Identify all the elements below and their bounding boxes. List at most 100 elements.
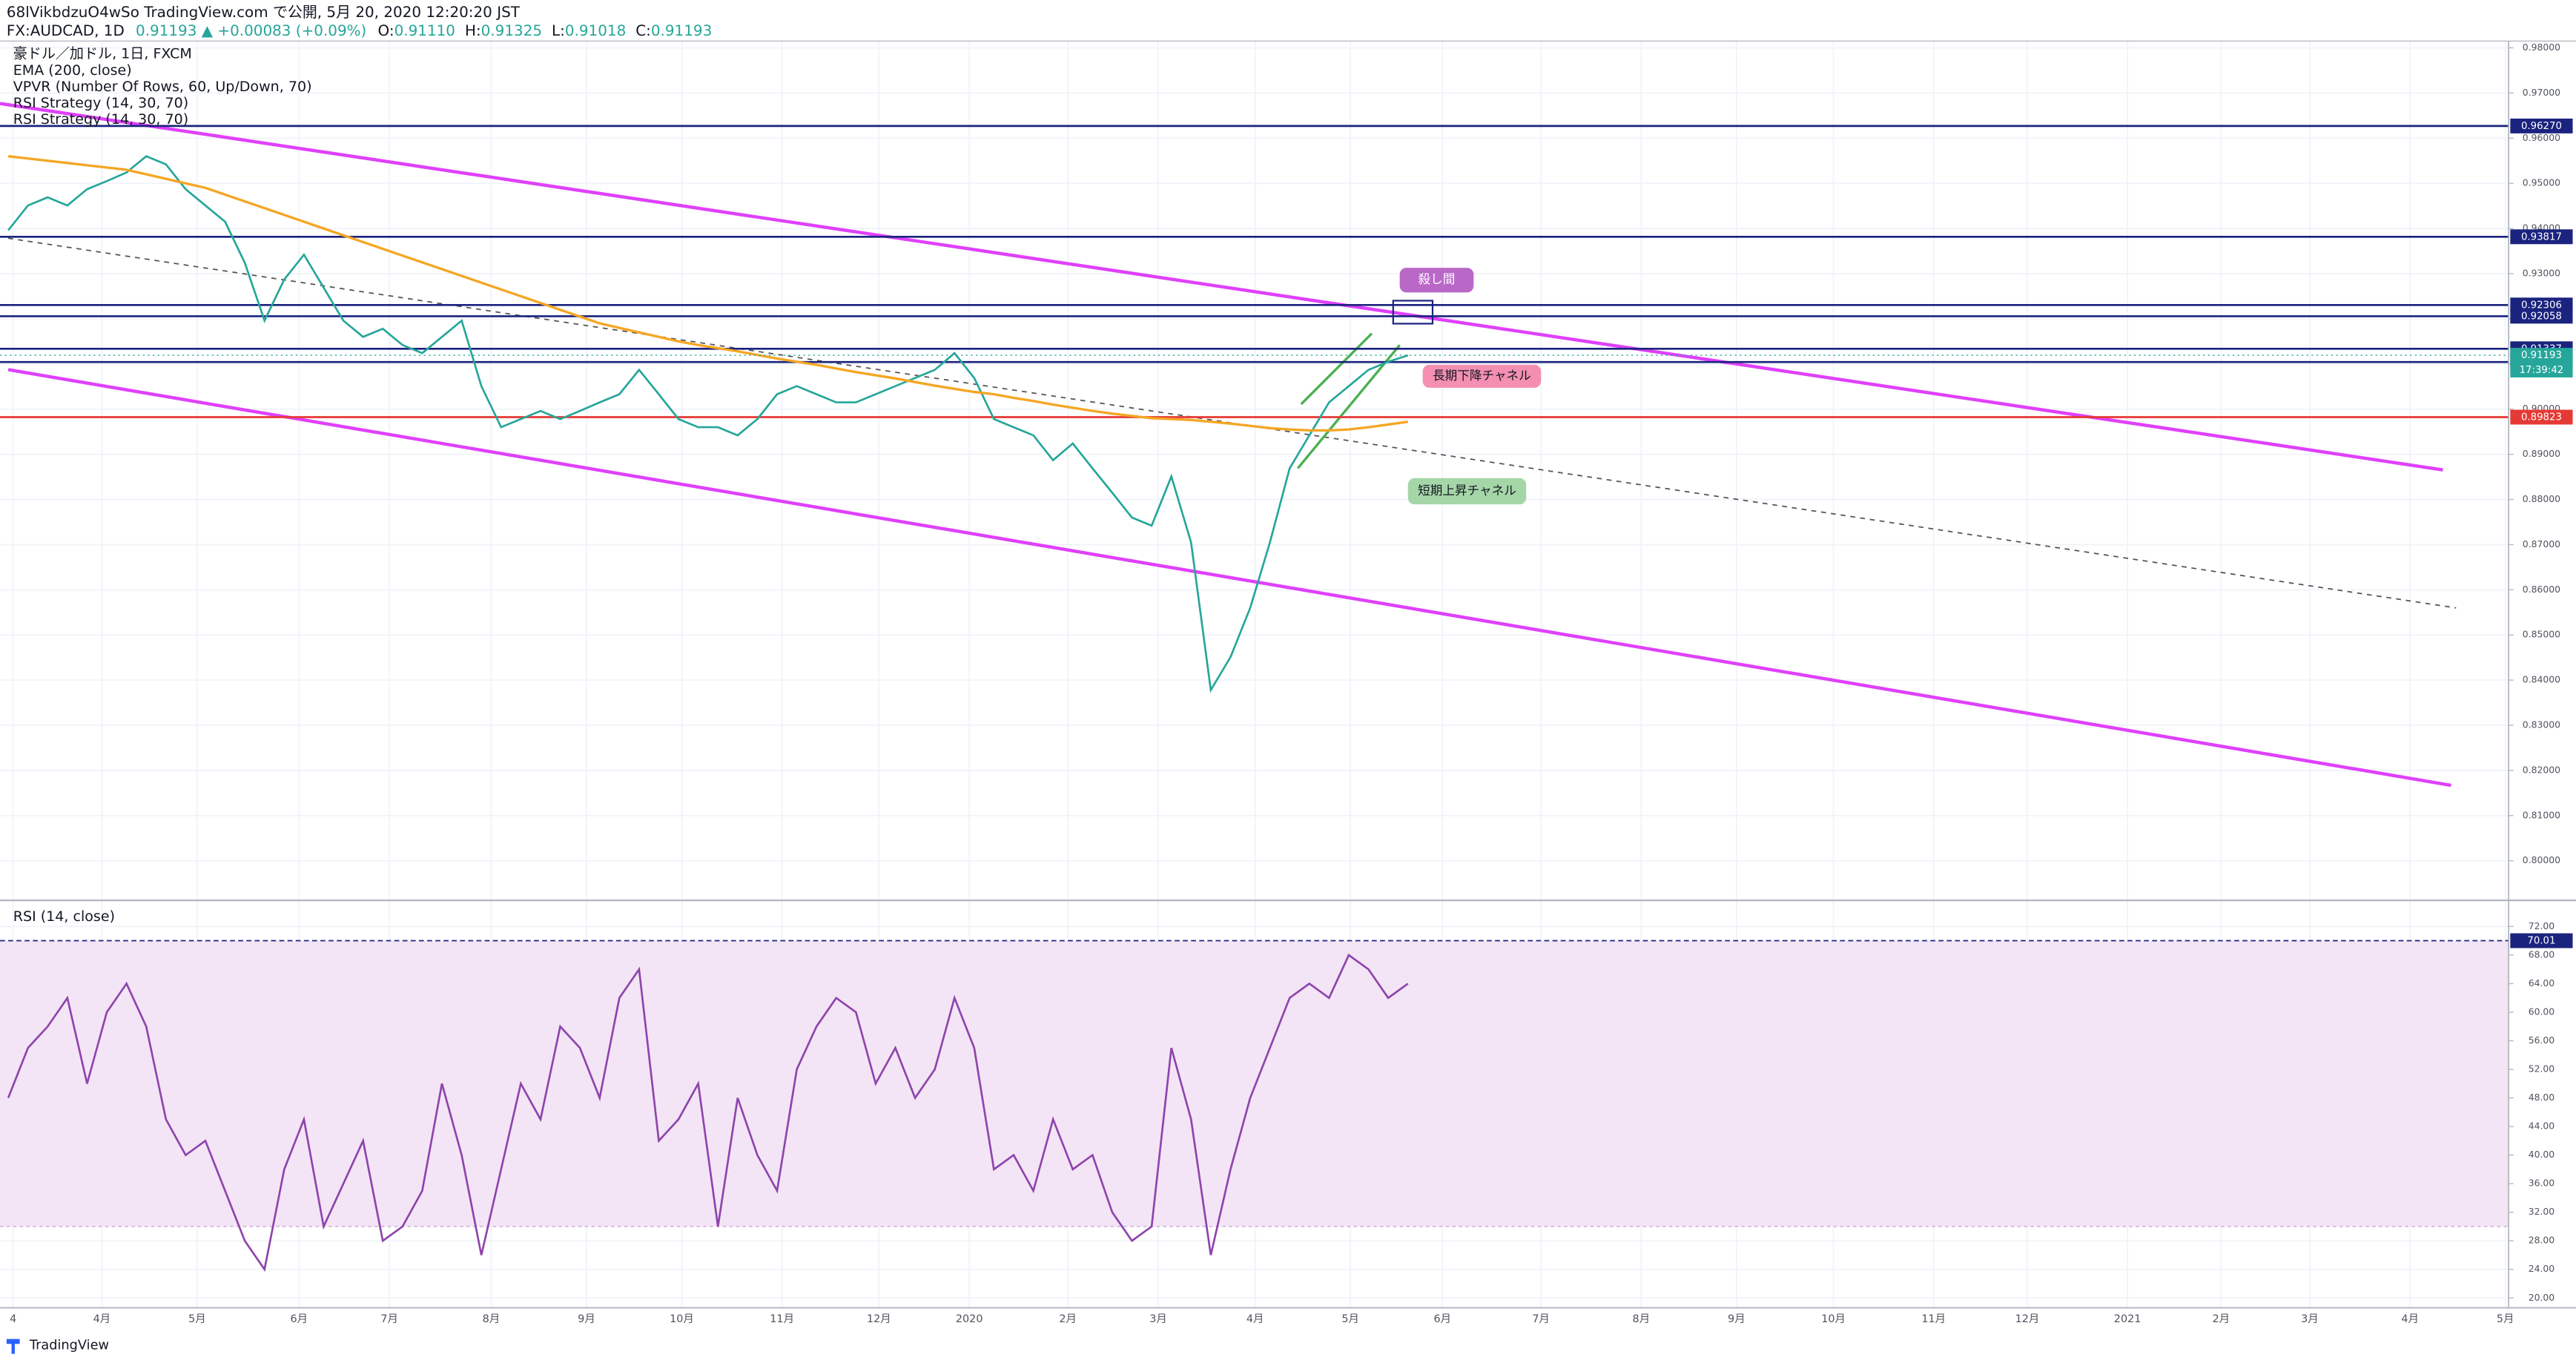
series-line: [7, 155, 1408, 432]
last-price-label: 0.91193: [2521, 350, 2562, 361]
x-tick-label: 6月: [290, 1313, 308, 1325]
y-tick-label: 0.98000: [2523, 42, 2560, 53]
y-tick-label: 56.00: [2529, 1034, 2555, 1046]
box: [1392, 300, 1434, 325]
x-tick-label: 10月: [1821, 1313, 1846, 1325]
level-label-bg: [2510, 229, 2573, 245]
level-label: 70.01: [2527, 936, 2555, 947]
channel-upper: [0, 102, 2443, 472]
legend-entry: RSI Strategy (14, 30, 70): [13, 95, 188, 111]
legend-entry: EMA (200, close): [13, 62, 132, 79]
level-label-bg: [2510, 409, 2573, 425]
x-tick-label: 7月: [1532, 1313, 1550, 1325]
y-tick-label: 48.00: [2529, 1092, 2555, 1103]
x-tick-label: 12月: [867, 1313, 891, 1325]
level-label: 0.92058: [2521, 311, 2562, 322]
x-tick-label: 3月: [2301, 1313, 2319, 1325]
ohlc-value: 0.91018: [565, 22, 626, 39]
y-tick-label: 68.00: [2529, 948, 2555, 960]
rsi-band: [0, 940, 2509, 1227]
y-tick-label: 36.00: [2529, 1178, 2555, 1189]
rsi-title: RSI (14, close): [13, 908, 115, 925]
y-tick-label: 0.87000: [2523, 538, 2560, 550]
x-tick-label: 4月: [1246, 1313, 1264, 1325]
legend-entry: RSI Strategy (14, 30, 70): [13, 111, 188, 128]
level-label: 0.92306: [2521, 300, 2562, 311]
x-tick-label: 10月: [670, 1313, 694, 1325]
x-tick-label: 5月: [1341, 1313, 1359, 1325]
level-label: 0.93817: [2521, 231, 2562, 242]
y-tick-label: 0.83000: [2523, 719, 2560, 730]
y-tick-label: 20.00: [2529, 1292, 2555, 1303]
legend-entry: 豪ドル／加ドル, 1日, FXCM: [13, 46, 192, 62]
x-tick-label: 9月: [1728, 1313, 1746, 1325]
x-tick-label: 4月: [2401, 1313, 2419, 1325]
x-tick-label: 11月: [1921, 1313, 1946, 1325]
grid: [0, 41, 2509, 1308]
y-tick-label: 0.95000: [2523, 177, 2560, 188]
x-tick-label: 8月: [1633, 1313, 1651, 1325]
x-tick-label: 3月: [1149, 1313, 1167, 1325]
y-tick-label: 28.00: [2529, 1235, 2555, 1246]
y-tick-label: 44.00: [2529, 1121, 2555, 1132]
x-tick-label: 2021: [2114, 1313, 2141, 1325]
symbol: FX:AUDCAD, 1D: [7, 22, 125, 39]
y-tick-label: 52.00: [2529, 1063, 2555, 1075]
y-tick-label: 0.84000: [2523, 674, 2560, 685]
x-tick-label: 2020: [956, 1313, 983, 1325]
ohlc-value: 0.91193: [651, 22, 712, 39]
x-tick-label: 12月: [2015, 1313, 2040, 1325]
x-tick-label: 6月: [1433, 1313, 1451, 1325]
y-tick-label: 24.00: [2529, 1263, 2555, 1274]
y-tick-label: 0.88000: [2523, 493, 2560, 504]
x-tick-label: 4月: [93, 1313, 111, 1325]
x-tick-label: 7月: [380, 1313, 398, 1325]
y-tick-label: 0.81000: [2523, 809, 2560, 820]
annotation-text: 長期下降チャネル: [1433, 369, 1531, 383]
ohlc-value: 0.91110: [394, 22, 455, 39]
x-tick-label: 9月: [578, 1313, 595, 1325]
level-label: 0.96270: [2521, 121, 2562, 132]
series-line: [7, 953, 1409, 1273]
ohlc-label: H:: [465, 22, 481, 39]
quote: FX:AUDCAD, 1D 0.91193 ▲ +0.00083 (+0.09%…: [7, 22, 712, 39]
y-tick-label: 64.00: [2529, 977, 2555, 989]
level-label: 0.89823: [2521, 412, 2562, 423]
x-tick-label: 11月: [770, 1313, 794, 1325]
y-tick-label: 0.93000: [2523, 268, 2560, 279]
last-price-bg: [2510, 348, 2573, 377]
channel-lower: [7, 368, 2451, 788]
x-tick-label: 8月: [483, 1313, 501, 1325]
level-label-bg: [2510, 297, 2573, 313]
x-tick-label: 2月: [2213, 1313, 2230, 1325]
x-tick-label: 2月: [1059, 1313, 1077, 1325]
y-tick-label: 0.82000: [2523, 764, 2560, 775]
y-tick-label: 0.97000: [2523, 87, 2560, 98]
footer-logo: TradingView: [29, 1339, 109, 1353]
published: 68lVikbdzuO4wSo TradingView.com で公開, 5月 …: [7, 4, 521, 21]
x-tick-label: 4: [10, 1313, 16, 1325]
series-line: [7, 155, 1409, 693]
y-tick-label: 0.85000: [2523, 629, 2560, 640]
x-tick-label: 5月: [188, 1313, 206, 1325]
countdown: 17:39:42: [2520, 365, 2564, 376]
y-tick-label: 32.00: [2529, 1206, 2555, 1217]
annotation-text: 短期上昇チャネル: [1418, 484, 1516, 498]
y-tick-label: 0.96000: [2523, 132, 2560, 143]
short-channel-upper: [1300, 332, 1373, 406]
annotation-text: 殺し間: [1419, 272, 1456, 286]
y-tick-label: 0.89000: [2523, 448, 2560, 459]
y-tick-label: 40.00: [2529, 1149, 2555, 1160]
trend-line: [7, 237, 2457, 609]
short-channel-lower: [1297, 344, 1401, 469]
logo-icon: [6, 1339, 20, 1354]
change: 0.91193 ▲ +0.00083 (+0.09%): [136, 22, 366, 39]
level-label-bg: [2510, 118, 2573, 133]
ohlc-label: L:: [552, 22, 565, 39]
level-label-bg: [2510, 933, 2573, 948]
level-label-bg: [2510, 308, 2573, 324]
legend-entry: VPVR (Number Of Rows, 60, Up/Down, 70): [13, 79, 312, 95]
